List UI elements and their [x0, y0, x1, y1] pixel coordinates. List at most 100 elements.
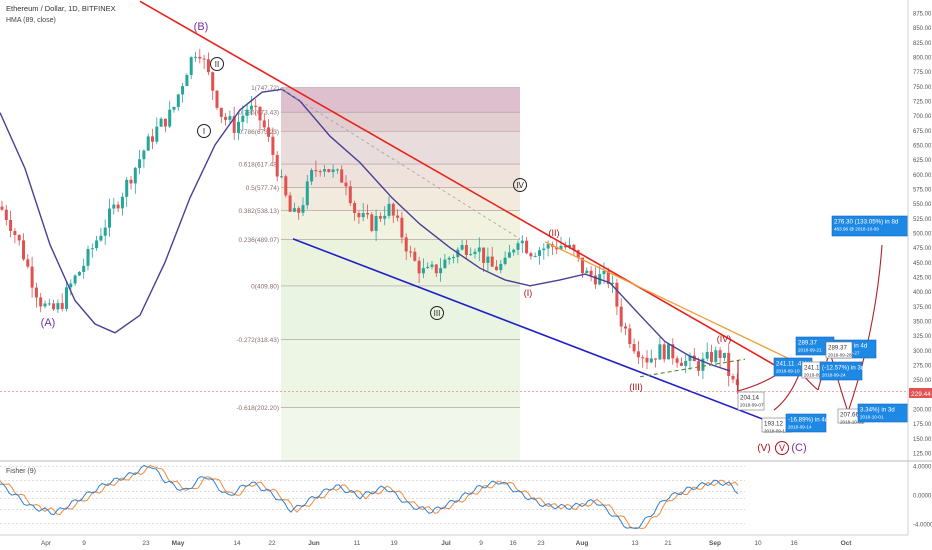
candle-body: [572, 244, 576, 251]
projection-arc: [829, 351, 849, 413]
candle-body: [254, 105, 258, 107]
candle-body: [249, 105, 253, 110]
candle-body: [520, 240, 524, 244]
candle-body: [301, 205, 305, 213]
candle-body: [714, 350, 718, 362]
candle-body: [383, 215, 387, 219]
time-tick-label: 9: [479, 540, 483, 547]
fib-level-label: -0.272(318.43): [236, 337, 279, 344]
candle-body: [284, 176, 288, 196]
price-tick-label: 400.00: [913, 290, 932, 296]
green-dashed-line: [639, 358, 746, 378]
candle-body: [705, 352, 709, 359]
candle-body: [568, 244, 572, 248]
price-tick-label: 525.00: [913, 217, 932, 223]
projection-value: 193.12: [764, 421, 783, 428]
candle-body: [452, 257, 455, 259]
projection-date: 2018-09-12: [764, 429, 788, 434]
candle-body: [219, 107, 223, 117]
projection-value: 276.30 (133.05%) in 8d: [834, 219, 899, 226]
wave-label-circle: [775, 441, 789, 455]
price-tick-label: 650.00: [913, 144, 932, 150]
candle-body: [654, 358, 658, 360]
candle-body: [198, 56, 202, 59]
projection-box: [737, 391, 765, 411]
candle-body: [56, 303, 60, 310]
candle-body: [722, 352, 726, 358]
candle-body: [469, 254, 473, 256]
projection-value: 241.11: [804, 365, 823, 372]
candle-body: [60, 303, 64, 309]
last-price-badge: [909, 388, 932, 398]
candle-body: [632, 344, 636, 352]
time-tick-label: Oct: [841, 540, 853, 547]
candle-body: [606, 270, 610, 284]
candle-body: [318, 171, 322, 173]
candle-body: [486, 256, 490, 263]
candle-body: [417, 260, 421, 274]
time-axis[interactable]: Apr 9 23 May 14 22 Jun 11 19 Jul 9 16 23 Aug 13 21 Sep 10…: [41, 540, 852, 547]
candle-body: [684, 360, 688, 366]
candle-body: [340, 169, 344, 183]
candle-body: [228, 116, 232, 120]
projection-date: 2018-10-01: [840, 420, 864, 425]
price-tick-label: 775.00: [913, 70, 932, 76]
candle-body: [421, 268, 425, 274]
fib-level-label: 1(747.72): [251, 85, 279, 92]
candle-body: [641, 357, 645, 359]
candle-body: [735, 379, 739, 386]
candle-body: [361, 213, 365, 218]
candle-body: [108, 208, 111, 228]
fisher-tick-label: -4.0000: [913, 522, 932, 528]
candle-body: [292, 208, 296, 212]
candle-body: [47, 303, 51, 305]
price-tick-label: 700.00: [913, 114, 932, 120]
fib-band: [281, 131, 520, 165]
candle-body: [439, 268, 443, 274]
candle-body: [73, 275, 77, 284]
fisher-pane: [0, 464, 745, 530]
candle-body: [645, 357, 649, 363]
projection-date: 2018-09-20: [804, 373, 828, 378]
candle-body: [17, 234, 21, 241]
candle-body: [267, 127, 271, 137]
fib-level-label: 0.618(617.48): [239, 162, 279, 169]
price-tick-label: 675.00: [913, 129, 932, 135]
candle-body: [0, 206, 4, 210]
time-tick-label: Apr: [41, 540, 52, 547]
price-tick-label: 150.00: [913, 437, 932, 443]
candle-body: [176, 94, 180, 107]
candle-body: [636, 351, 640, 358]
projection-value: 207.66: [840, 412, 859, 419]
candle-body: [305, 181, 309, 206]
price-tick-label: 575.00: [913, 188, 932, 194]
price-axis[interactable]: 875.00 850.00 825.00 800.00 775.00 750.00 725.…: [907, 0, 932, 461]
price-tick-label: 600.00: [913, 173, 932, 179]
candle-body: [262, 120, 266, 128]
projection-date: 2018-09-10: [776, 369, 800, 374]
candle-body: [499, 263, 503, 271]
candle-body: [206, 59, 210, 73]
candle-body: [559, 245, 563, 250]
candle-body: [34, 287, 38, 298]
time-tick-label: 13: [631, 540, 639, 547]
candle-body: [701, 358, 705, 371]
candle-body: [82, 265, 86, 273]
hma-line: [0, 88, 731, 372]
candle-body: [426, 266, 430, 269]
candle-body: [529, 253, 533, 257]
price-tick-label: 175.00: [913, 422, 932, 428]
price-tick-label: 500.00: [913, 232, 932, 238]
candle-body: [391, 203, 395, 216]
candle-body: [69, 283, 73, 288]
candle-body: [589, 270, 593, 276]
candle-body: [473, 251, 477, 255]
candle-body: [185, 74, 189, 87]
candle-body: [718, 350, 722, 358]
candle-body: [443, 259, 447, 269]
candle-body: [95, 240, 99, 249]
candle-body: [538, 250, 541, 256]
candle-body: [688, 355, 692, 361]
